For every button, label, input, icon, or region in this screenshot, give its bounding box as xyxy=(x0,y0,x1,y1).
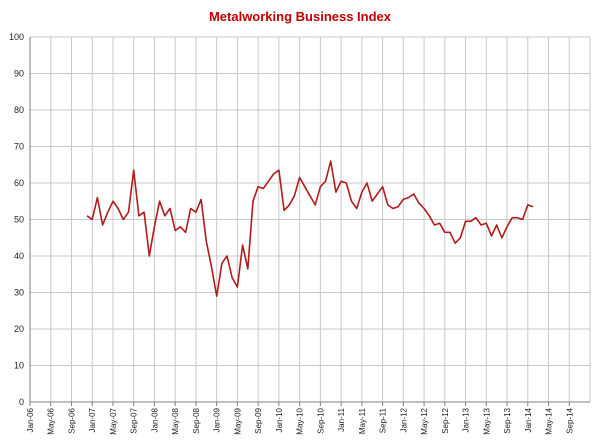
x-tick-label: Sep-14 xyxy=(565,407,574,433)
x-tick-label: Sep-09 xyxy=(254,407,263,433)
y-tick-label: 60 xyxy=(14,178,24,188)
x-tick-label: Jan-08 xyxy=(150,407,159,432)
x-tick-label: May-12 xyxy=(420,407,429,434)
x-tick-label: May-11 xyxy=(358,407,367,434)
x-tick-label: May-07 xyxy=(109,407,118,434)
y-tick-label: 40 xyxy=(14,251,24,261)
x-tick-label: Jan-06 xyxy=(26,407,35,432)
x-tick-label: Sep-10 xyxy=(316,407,325,433)
y-tick-label: 50 xyxy=(14,215,24,225)
x-tick-label: Jan-09 xyxy=(213,407,222,432)
y-tick-label: 0 xyxy=(19,397,24,407)
x-tick-label: Sep-07 xyxy=(130,407,139,433)
x-tick-label: May-06 xyxy=(47,407,56,434)
y-tick-label: 20 xyxy=(14,324,24,334)
x-tick-label: May-10 xyxy=(296,407,305,434)
y-tick-label: 80 xyxy=(14,105,24,115)
x-tick-label: Sep-11 xyxy=(379,407,388,433)
x-tick-label: Jan-12 xyxy=(399,407,408,432)
x-tick-label: Jan-13 xyxy=(462,407,471,432)
x-tick-label: May-08 xyxy=(171,407,180,434)
x-tick-label: Jan-07 xyxy=(88,407,97,432)
y-tick-label: 30 xyxy=(14,288,24,298)
x-tick-label: May-09 xyxy=(233,407,242,434)
x-tick-label: Sep-13 xyxy=(503,407,512,433)
y-tick-label: 70 xyxy=(14,142,24,152)
x-tick-label: Jan-14 xyxy=(524,407,533,432)
y-tick-label: 90 xyxy=(14,69,24,79)
y-tick-label: 100 xyxy=(9,32,24,42)
x-tick-label: May-14 xyxy=(545,407,554,434)
y-tick-label: 10 xyxy=(14,361,24,371)
x-tick-label: Jan-10 xyxy=(275,407,284,432)
x-tick-label: Sep-06 xyxy=(67,407,76,433)
x-tick-label: Sep-08 xyxy=(192,407,201,433)
series-line xyxy=(86,160,534,297)
chart-title: Metalworking Business Index xyxy=(208,9,392,24)
x-tick-label: May-13 xyxy=(482,407,491,434)
x-tick-label: Sep-12 xyxy=(441,407,450,433)
x-tick-label: Jan-11 xyxy=(337,407,346,431)
